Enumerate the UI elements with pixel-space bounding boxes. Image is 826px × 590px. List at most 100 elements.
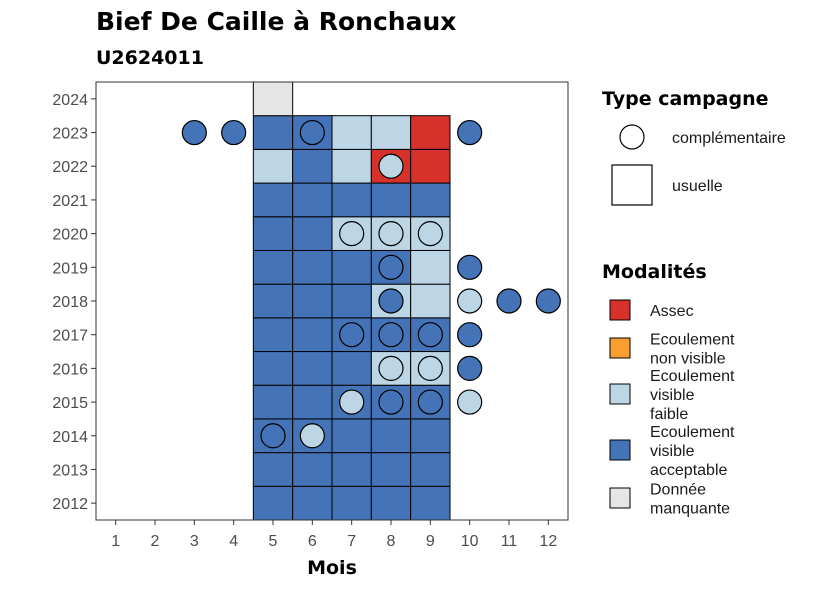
tile-2022-9 [410,148,451,184]
legend-usuelle-square-icon [611,164,653,206]
legend-complementaire-label: complémentaire [672,130,786,147]
point-2018-12 [535,288,561,314]
x-tick-label: 2 [151,533,160,550]
x-axis: 1 2 3 4 5 6 7 8 9 10 11 12 [111,520,557,550]
x-tick-label: 10 [461,533,479,550]
point-2015-10 [457,389,483,415]
point-2018-11 [496,288,522,314]
y-tick-label: 2013 [52,462,88,479]
x-tick-label: 4 [229,533,238,550]
x-axis-title: Mois [307,557,357,579]
tile-2019-5 [252,249,294,285]
point-2023-4 [221,119,247,146]
tile-2017-5 [252,317,294,353]
legend-type-title: Type campagne [602,88,769,110]
tile-2014-7 [331,418,372,454]
tile-2018-6 [292,283,333,319]
y-axis: 2012 2013 2014 2015 2016 2017 2018 2019 2020 2021… [52,92,96,513]
tile-2021-7 [331,182,372,218]
tile-2018-7 [331,283,372,319]
legend-faible-label: faible [650,406,688,423]
legend-faible-label: Ecoulement [650,368,735,385]
tile-2015-6 [292,384,333,420]
x-tick-label: 11 [501,533,518,550]
x-tick-label: 3 [190,533,199,550]
tile-2020-5 [252,216,294,251]
tile-2013-8 [370,452,412,487]
legend-acceptable-label: Ecoulement [650,424,735,441]
chart-subtitle: U2624011 [96,47,204,69]
tile-2022-7 [331,148,372,184]
tile-2013-6 [292,452,333,487]
tile-2018-5 [252,283,294,319]
legend-complementaire-circle-icon [619,124,645,150]
tile-2022-5 [252,148,294,184]
point-2023-3 [181,119,207,146]
y-tick-label: 2018 [52,294,88,311]
tile-2012-8 [370,485,412,521]
tile-2015-5 [252,384,294,420]
legend-nonvisible-label: non visible [650,351,726,368]
x-tick-label: 9 [426,533,435,550]
point-2023-10 [457,119,483,146]
tile-2023-5 [252,115,294,150]
y-tick-label: 2015 [52,395,88,412]
tile-2018-9 [410,283,451,319]
point-2016-9 [417,355,443,381]
y-tick-label: 2017 [52,328,88,345]
tile-2014-8 [370,418,412,454]
point-2015-9 [417,389,443,415]
tile-2022-6 [292,148,333,184]
legend-nonvisible-swatch [609,337,631,359]
tile-2021-6 [292,182,333,218]
x-tick-label: 1 [111,533,120,550]
legend-faible-swatch [609,383,631,405]
tile-2013-5 [252,452,294,487]
y-tick-label: 2021 [52,193,88,210]
tile-2019-7 [331,249,372,285]
tile-2019-9 [410,249,451,285]
point-2017-10 [457,322,483,348]
point-2020-8 [378,221,404,247]
y-tick-label: 2019 [52,260,88,277]
tile-2016-6 [292,351,333,386]
y-tick-label: 2012 [52,496,88,513]
tile-2021-8 [370,182,412,218]
point-2014-6 [299,423,325,449]
tile-2024-5 [252,81,294,117]
x-tick-label: 8 [387,533,396,550]
tile-2023-8 [370,115,412,150]
point-2015-8 [378,389,404,415]
legend-manquante-label: manquante [650,501,730,518]
point-2017-9 [417,322,443,348]
point-2019-8 [378,254,404,280]
tile-2023-7 [331,115,372,150]
tile-2020-6 [292,216,333,251]
x-tick-label: 7 [347,533,356,550]
point-2015-7 [339,389,365,415]
tile-layer [252,81,451,521]
point-2016-10 [457,355,483,381]
tile-2017-6 [292,317,333,353]
legend-faible-label: visible [650,387,695,404]
y-tick-label: 2020 [52,227,88,244]
tile-2019-6 [292,249,333,285]
point-2019-10 [457,254,483,280]
legend-manquante-label: Donnée [650,482,706,499]
tile-2012-6 [292,485,333,521]
legend-acceptable-label: visible [650,443,695,460]
legend-acceptable-swatch [609,439,631,461]
legend-nonvisible-label: Ecoulement [650,332,735,349]
y-tick-label: 2014 [52,429,88,446]
tile-2016-5 [252,351,294,386]
legend-acceptable-label: acceptable [650,462,727,479]
legend-type-campagne: Type campagne complémentaire usuelle [602,88,786,206]
x-tick-label: 12 [539,533,557,550]
tile-2012-7 [331,485,372,521]
point-2020-7 [339,221,365,247]
chart-title: Bief De Caille à Ronchaux [96,7,456,36]
legend-manquante-swatch [609,487,631,509]
tile-2012-5 [252,485,294,521]
